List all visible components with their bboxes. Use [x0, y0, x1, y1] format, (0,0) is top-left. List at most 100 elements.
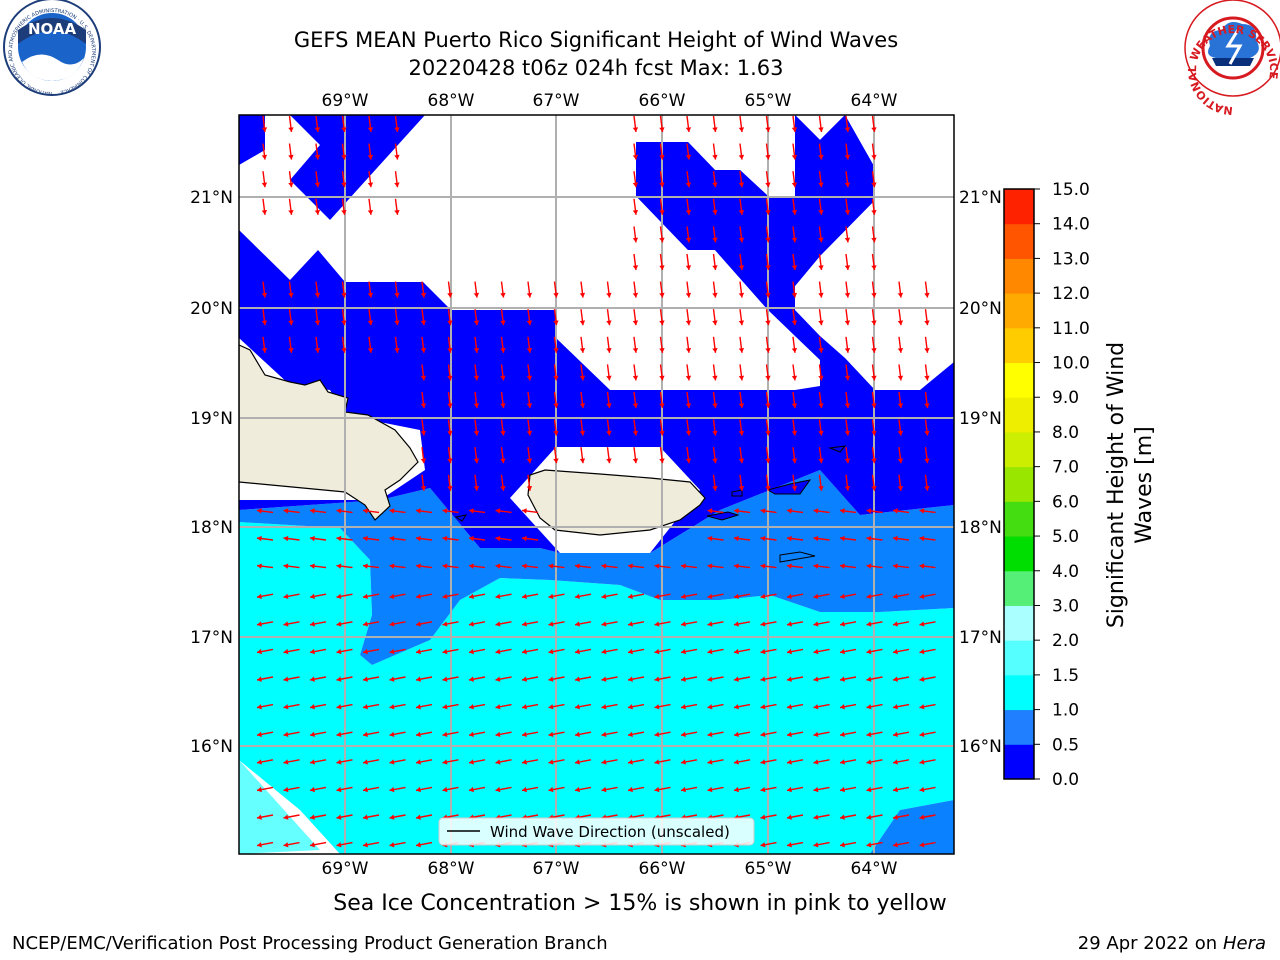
- wave-direction-arrow: [659, 171, 665, 188]
- wave-direction-arrow: [362, 563, 380, 569]
- wave-direction-arrow: [632, 226, 639, 243]
- wave-direction-arrow: [844, 474, 851, 491]
- wave-direction-arrow: [521, 593, 539, 600]
- wave-direction-arrow: [468, 648, 486, 655]
- band-0.5-1.0: [239, 470, 954, 665]
- wave-direction-arrow: [786, 648, 804, 655]
- wave-direction-arrow: [791, 115, 798, 133]
- wave-direction-arrow: [394, 143, 400, 160]
- lon-label-bottom: 66°W: [639, 859, 686, 879]
- wave-direction-arrow: [871, 474, 877, 491]
- wave-direction-arrow: [283, 786, 300, 793]
- colorbar-tick-label: 0.0: [1052, 770, 1079, 790]
- wave-direction-arrow: [495, 563, 512, 569]
- wave-direction-arrow: [314, 198, 321, 215]
- wave-direction-arrow: [473, 391, 480, 409]
- wave-direction-arrow: [839, 676, 857, 682]
- wave-direction-arrow: [415, 676, 433, 682]
- wave-direction-arrow: [813, 731, 830, 738]
- wave-direction-arrow: [818, 447, 824, 464]
- wave-direction-arrow: [871, 281, 877, 298]
- wave-direction-arrow: [871, 391, 877, 409]
- wave-direction-arrow: [394, 198, 400, 215]
- wave-direction-arrow: [389, 731, 406, 738]
- wave-direction-arrow: [760, 648, 777, 655]
- wave-direction-arrow: [919, 621, 936, 627]
- wave-direction-arrow: [553, 419, 559, 436]
- wave-direction-arrow: [309, 535, 327, 542]
- colorbar-segment: [1004, 536, 1034, 572]
- wave-direction-arrow: [362, 508, 380, 514]
- wave-direction-arrow: [606, 419, 612, 436]
- wave-direction-arrow: [526, 391, 533, 409]
- wave-direction-arrow: [818, 419, 824, 436]
- wave-direction-arrow: [919, 759, 936, 765]
- wave-direction-arrow: [839, 814, 857, 820]
- wave-direction-arrow: [309, 814, 327, 820]
- wave-direction-arrow: [839, 563, 857, 569]
- wave-direction-arrow: [818, 281, 824, 298]
- lat-label-left: 17°N: [190, 628, 233, 648]
- wave-direction-arrow: [738, 474, 745, 491]
- map-area: [239, 115, 954, 854]
- wave-direction-arrow: [844, 281, 851, 298]
- wave-direction-arrow: [680, 676, 698, 682]
- wave-direction-arrow: [336, 786, 353, 793]
- wave-direction-arrow: [389, 535, 406, 542]
- wave-direction-arrow: [765, 143, 771, 160]
- wave-direction-arrow: [521, 535, 539, 542]
- wave-direction-arrow: [786, 535, 804, 542]
- wave-direction-arrow: [818, 198, 824, 215]
- wave-direction-arrow: [738, 115, 745, 133]
- wave-direction-arrow: [632, 198, 639, 215]
- wave-direction-arrow: [765, 447, 771, 464]
- wave-direction-arrow: [367, 336, 374, 353]
- lat-label-left: 21°N: [190, 188, 233, 208]
- wave-direction-arrow: [760, 786, 777, 793]
- wave-direction-arrow: [712, 253, 718, 271]
- wave-direction-arrow: [818, 474, 824, 491]
- wave-direction-arrow: [892, 508, 910, 514]
- wave-direction-arrow: [288, 143, 294, 160]
- wave-direction-arrow: [447, 309, 453, 326]
- lon-label-bottom: 69°W: [322, 859, 369, 879]
- wave-direction-arrow: [261, 171, 268, 188]
- wave-direction-arrow: [707, 593, 724, 600]
- wave-direction-arrow: [871, 143, 877, 160]
- wave-direction-arrow: [866, 593, 883, 600]
- wave-direction-arrow: [314, 115, 321, 133]
- wave-direction-arrow: [632, 143, 639, 160]
- colorbar-label: Significant Height of Wind Waves [m]: [1104, 342, 1157, 628]
- wave-direction-arrow: [362, 621, 380, 627]
- wave-direction-arrow: [786, 814, 804, 820]
- wave-direction-arrow: [738, 226, 745, 243]
- wave-direction-arrow: [548, 731, 565, 738]
- wave-direction-arrow: [738, 253, 745, 271]
- wave-direction-arrow: [892, 731, 910, 738]
- wave-direction-arrow: [654, 703, 671, 710]
- wave-direction-arrow: [389, 814, 406, 820]
- wave-direction-arrow: [892, 648, 910, 655]
- wave-direction-arrow: [738, 171, 745, 188]
- wave-direction-arrow: [733, 508, 751, 514]
- wave-direction-arrow: [685, 391, 692, 409]
- wave-direction-arrow: [606, 364, 612, 381]
- wave-direction-arrow: [924, 281, 930, 298]
- wave-direction-arrow: [632, 391, 639, 409]
- wave-direction-arrow: [473, 474, 480, 491]
- wave-direction-arrow: [892, 814, 910, 820]
- wave-direction-arrow: [601, 593, 618, 600]
- wave-direction-arrow: [553, 364, 559, 381]
- wave-direction-arrow: [389, 786, 406, 793]
- wave-direction-arrow: [389, 508, 406, 514]
- wave-direction-arrow: [420, 336, 427, 353]
- wave-direction-arrow: [389, 759, 406, 765]
- wave-direction-arrow: [733, 786, 751, 793]
- wave-direction-arrow: [521, 648, 539, 655]
- wave-direction-arrow: [283, 676, 300, 682]
- wave-direction-arrow: [553, 309, 559, 326]
- wave-direction-arrow: [685, 447, 692, 464]
- wave-direction-arrow: [362, 648, 380, 655]
- wave-direction-arrow: [680, 621, 698, 627]
- wave-direction-arrow: [553, 281, 559, 298]
